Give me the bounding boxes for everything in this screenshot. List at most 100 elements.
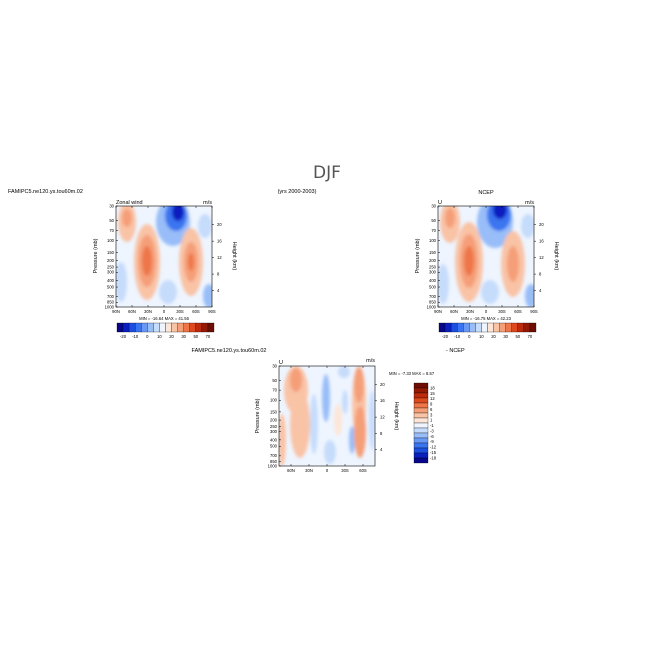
colorbar-swatch [517,322,525,333]
colorbar-tick-label: -9 [430,439,434,444]
colorbar-tick-label: 20 [491,334,496,339]
panel-model-title-left: Zonal wind [116,200,143,206]
x-tick-label: 0 [326,468,329,473]
panel-diff-y2label: Height (km) [393,402,399,431]
x-tick-label: 30N [305,468,313,473]
panel-obs-title-left: U [438,200,442,206]
colorbar-tick-label: 50 [193,334,198,339]
colorbar-tick-label: 3 [430,412,433,417]
colorbar-swatch [147,322,154,333]
colorbar-tick-label: 70 [206,334,211,339]
colorbar-swatch [413,437,429,444]
case-label: FAMIPC5.ne120.ys.tou60m.02 [8,189,83,195]
y-tick-label: 400 [270,437,278,442]
y-tick-label: 1000 [427,304,437,309]
x-tick-label: 30N [144,309,152,314]
colorbar-swatch [413,407,429,414]
y-tick-label: 150 [429,250,437,255]
y-tick-label: 150 [107,250,115,255]
colorbar-swatch [487,322,494,333]
panel-diff-stats: MIN = -7.33 MAX = 8.57 [389,371,435,376]
colorbar-tick-label: 18 [430,385,435,390]
x-tick-label: 0 [485,309,488,314]
colorbar-swatch [153,322,160,333]
colorbar-swatch [469,322,476,333]
colorbar-tick-label: 30 [181,334,186,339]
y2-tick-label: 8 [217,271,220,276]
colorbar-tick-label: 30 [503,334,508,339]
colorbar-swatch [413,442,429,449]
y-tick-label: 250 [107,264,115,269]
colorbar-swatch [529,322,537,333]
colorbar-swatch [444,322,452,333]
y-tick-label: 70 [109,228,114,233]
colorbar-swatch [413,397,429,404]
colorbar-swatch [413,422,429,429]
panel-obs-y2label: Height (km) [553,242,559,271]
y-tick-label: 850 [107,300,115,305]
x-tick-label: 90N [434,309,442,314]
panel-obs-title-center: NCEP [478,190,494,196]
y-tick-label: 70 [272,388,277,393]
panel-model-ylabel: Pressure (mb) [93,238,99,273]
colorbar-tick-label: 9 [430,402,433,407]
y-tick-label: 850 [270,459,278,464]
y-tick-label: 500 [270,444,278,449]
y-tick-label: 30 [109,203,114,208]
y-tick-label: 300 [270,429,278,434]
colorbar-tick-label: 0 [468,334,471,339]
y2-tick-label: 20 [217,222,222,227]
colorbar-swatch [135,322,142,333]
y-tick-label: 200 [107,258,115,263]
panel-diff-ylabel: Pressure (mb) [255,398,261,433]
panel-diff-title-left: U [279,360,283,366]
y2-tick-label: 4 [380,447,383,452]
x-tick-label: 30N [466,309,474,314]
colorbar-swatch [505,322,512,333]
colorbar-swatch [499,322,506,333]
y2-tick-label: 16 [217,239,222,244]
panel-diff: 3050701001502002503004005007008501000201… [255,358,437,473]
panel-diff-units: m/s [366,358,375,364]
colorbar-tick-label: 6 [430,407,433,412]
x-tick-label: 30S [176,309,184,314]
y-tick-label: 100 [270,398,278,403]
colorbar-swatch [195,322,203,333]
y-tick-label: 700 [429,294,437,299]
colorbar-swatch [413,402,429,409]
colorbar-tick-label: 20 [169,334,174,339]
colorbar-swatch [463,322,470,333]
y-tick-label: 250 [270,424,278,429]
colorbar-tick-label: -6 [430,434,434,439]
y-tick-label: 500 [429,284,437,289]
diff-case-label: FAMIPC5.ne120.ys.tou60m.02 [192,348,267,354]
colorbar-tick-label: 1 [430,418,433,423]
colorbar-swatch [413,447,429,454]
colorbar-tick-label: -12 [430,445,437,450]
colorbar-tick-label: -18 [430,455,437,460]
x-tick-label: 30S [498,309,506,314]
x-tick-label: 0 [163,309,166,314]
colorbar-swatch [165,322,172,333]
y-tick-label: 150 [270,409,278,414]
colorbar-swatch [511,322,518,333]
colorbar-swatch [523,322,531,333]
x-tick-label: 60S [192,309,200,314]
colorbar-tick-label: -10 [454,334,461,339]
colorbar-swatch [189,322,196,333]
y-tick-label: 200 [270,418,278,423]
colorbar-tick-label: 50 [515,334,520,339]
colorbar-swatch [457,322,464,333]
y-tick-label: 500 [107,284,115,289]
colorbar-tick-label: -10 [132,334,139,339]
panel-obs-ylabel: Pressure (mb) [415,238,421,273]
diff-obs-label: - NCEP [446,348,465,354]
y-tick-label: 300 [429,270,437,275]
colorbar-tick-label: 0 [146,334,149,339]
x-tick-label: 60N [128,309,136,314]
y2-tick-label: 20 [539,222,544,227]
x-tick-label: 60N [287,468,295,473]
colorbar-swatch [481,322,488,333]
panel-model: 3050701001502002503004005007008501000201… [93,200,237,339]
